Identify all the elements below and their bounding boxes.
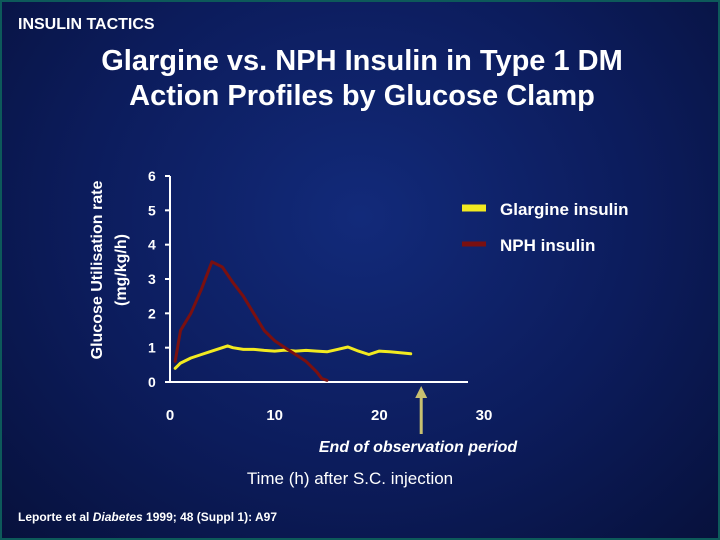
citation: Leporte et al Diabetes 1999; 48 (Suppl 1… bbox=[18, 510, 277, 524]
x-tick-label: 0 bbox=[166, 407, 174, 424]
legend-nph-label: NPH insulin bbox=[500, 236, 595, 255]
x-tick-label: 30 bbox=[476, 407, 493, 424]
y-tick-label: 5 bbox=[148, 202, 156, 218]
legend-glargine-label: Glargine insulin bbox=[500, 200, 628, 219]
glargine-line bbox=[173, 344, 413, 370]
title-line-1: Glargine vs. NPH Insulin in Type 1 DM bbox=[101, 45, 623, 77]
y-tick-label: 6 bbox=[148, 168, 156, 184]
x-tick-label: 10 bbox=[266, 407, 283, 424]
y-axis-label: Glucose Utilisation rate bbox=[89, 181, 106, 360]
y-tick-label: 1 bbox=[148, 340, 156, 356]
citation-journal: Diabetes bbox=[92, 510, 143, 524]
observation-arrow-head bbox=[415, 386, 428, 398]
slide-header: INSULIN TACTICS bbox=[18, 16, 155, 33]
y-axis-label-units: (mg/kg/h) bbox=[113, 234, 130, 306]
citation-authors: Leporte et al bbox=[18, 510, 93, 524]
title-line-2: Action Profiles by Glucose Clamp bbox=[129, 80, 595, 112]
y-tick-label: 3 bbox=[148, 271, 156, 287]
x-axis-label: Time (h) after S.C. injection bbox=[247, 469, 453, 488]
x-tick-label: 20 bbox=[371, 407, 388, 424]
slide-title: Glargine vs. NPH Insulin in Type 1 DM Ac… bbox=[2, 44, 720, 114]
observation-annotation: End of observation period bbox=[319, 439, 518, 456]
y-tick-label: 4 bbox=[148, 237, 156, 253]
y-tick-label: 0 bbox=[148, 374, 156, 390]
y-tick-label: 2 bbox=[148, 305, 156, 321]
citation-details: 1999; 48 (Suppl 1): A97 bbox=[142, 510, 277, 524]
nph-line bbox=[173, 260, 329, 382]
